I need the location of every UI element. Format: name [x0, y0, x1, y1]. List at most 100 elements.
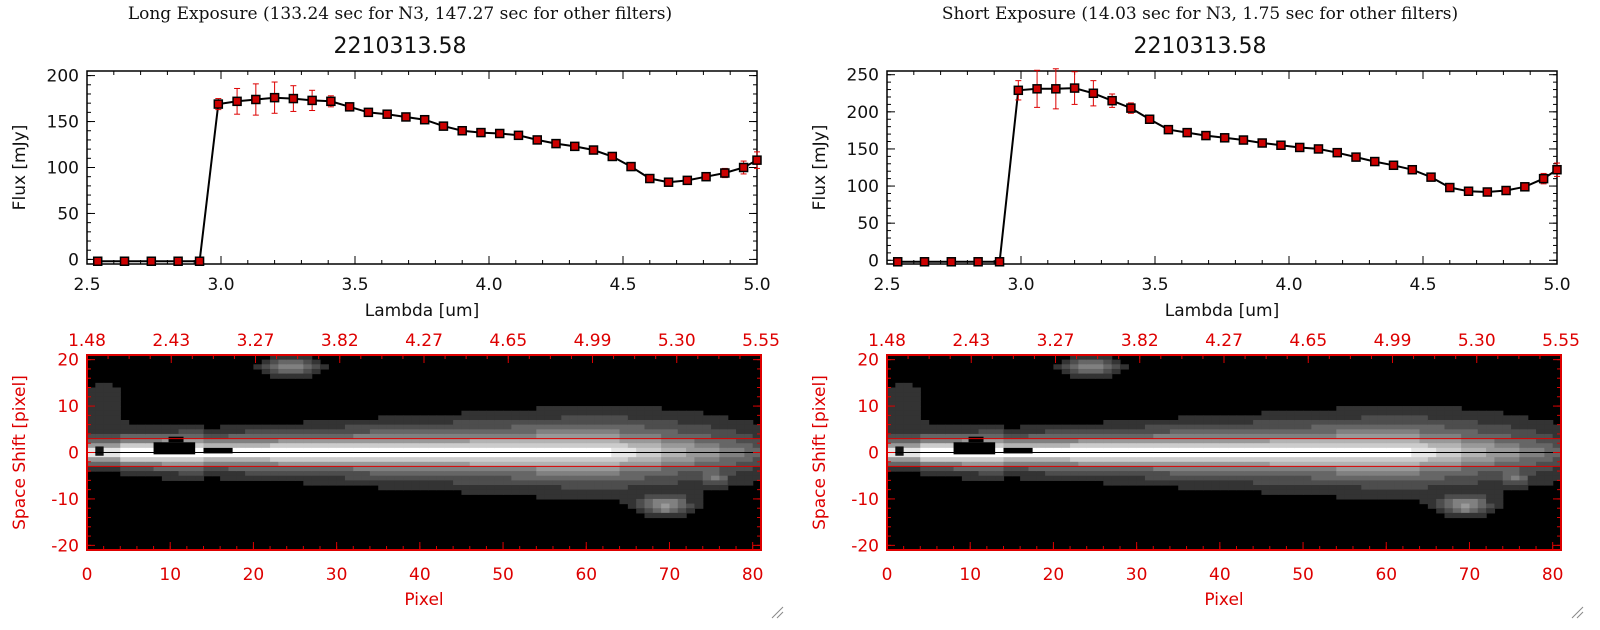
heatmap-cell — [1552, 475, 1562, 481]
heatmap-cell — [1477, 457, 1487, 463]
heatmap-cell — [478, 443, 488, 449]
data-point — [457, 125, 467, 136]
heatmap-cell — [270, 461, 279, 468]
x-tick-label: 0 — [882, 565, 893, 585]
heatmap-cell — [1319, 461, 1329, 468]
heatmap-cell — [1103, 368, 1113, 375]
heatmap-cell — [1336, 480, 1346, 486]
data-point — [1182, 127, 1192, 138]
heatmap-cell — [711, 420, 720, 426]
heatmap-cell — [552, 447, 562, 454]
x-tick-label: 80 — [1542, 565, 1564, 585]
heatmap-cell — [394, 424, 404, 430]
heatmap-cell — [945, 447, 955, 454]
top-axis-tick-label: 5.30 — [1458, 331, 1496, 351]
heatmap-cell — [652, 443, 662, 449]
heatmap-cell — [369, 480, 379, 486]
heatmap-cell — [1095, 368, 1104, 375]
heatmap-cell — [419, 452, 429, 458]
heatmap-cell — [1352, 494, 1362, 500]
heatmap-cell — [1486, 415, 1496, 421]
heatmap-cell — [528, 429, 537, 435]
heatmap-cell — [336, 443, 346, 449]
heatmap-cell — [1144, 461, 1154, 468]
x-tick-label: 0 — [82, 565, 93, 585]
data-point — [494, 128, 505, 139]
heatmap-cell — [619, 429, 629, 435]
heatmap-cell — [1519, 447, 1529, 454]
heatmap-cell — [903, 433, 913, 440]
heatmap-cell — [111, 461, 121, 468]
heatmap-cell — [203, 466, 213, 472]
heatmap-cell — [303, 359, 313, 365]
heatmap-cell — [1061, 438, 1071, 444]
heatmap-cell — [602, 471, 612, 477]
heatmap-cell — [594, 429, 604, 435]
heatmap-cell — [1178, 433, 1188, 440]
heatmap-cell — [602, 494, 612, 500]
heatmap-cell — [694, 489, 704, 495]
heatmap-cell — [411, 461, 421, 468]
heatmap-cell — [895, 466, 905, 472]
heatmap-cell — [1136, 452, 1146, 458]
heatmap-cell — [103, 415, 113, 421]
top-axis-tick-label: 4.65 — [489, 331, 527, 351]
heatmap-cell — [1344, 475, 1354, 481]
heatmap-cell — [461, 429, 471, 435]
heatmap-cell — [469, 471, 479, 477]
heatmap-cell — [278, 461, 288, 468]
heatmap-cell — [428, 429, 438, 435]
heatmap-cell — [1236, 452, 1246, 458]
heatmap-cell — [1178, 438, 1188, 444]
heatmap-cell — [953, 466, 963, 472]
heatmap-cell — [569, 494, 579, 500]
heatmap-cell — [903, 396, 913, 403]
heatmap-cell — [1078, 424, 1088, 430]
heatmap-cell — [403, 438, 413, 444]
heatmap-cell — [920, 438, 930, 444]
heatmap-cell — [711, 443, 720, 449]
heatmap-cell — [1286, 447, 1296, 454]
heatmap-cell — [1536, 475, 1545, 481]
heatmap-cell — [694, 494, 704, 500]
heatmap-cell — [1045, 424, 1055, 430]
heatmap-cell — [1169, 452, 1179, 458]
heatmap-cell — [295, 475, 304, 481]
heatmap-cell — [661, 424, 671, 430]
heatmap-cell — [1377, 447, 1387, 454]
heatmap-cell — [378, 485, 388, 491]
heatmap-cell — [1095, 364, 1104, 370]
heatmap-cell — [544, 447, 554, 454]
heatmap-cell — [386, 415, 396, 421]
heatmap-cell — [1186, 433, 1196, 440]
resize-grip-icon[interactable] — [770, 604, 784, 619]
heatmap-cell — [1203, 480, 1213, 486]
heatmap-cell — [494, 420, 504, 426]
heatmap-cell — [228, 466, 238, 472]
heatmap-cell — [211, 466, 221, 472]
resize-grip-icon[interactable] — [1570, 604, 1584, 619]
heatmap-cell — [145, 466, 155, 472]
heatmap-cell — [652, 438, 662, 444]
heatmap-cell — [1144, 475, 1154, 481]
heatmap-cell — [461, 471, 471, 477]
heatmap-cell — [1444, 485, 1454, 491]
heatmap-cell — [369, 457, 379, 463]
heatmap-cell — [652, 480, 662, 486]
heatmap-cell — [278, 447, 288, 454]
heatmap-cell — [1119, 433, 1129, 440]
heatmap-cell — [644, 475, 654, 481]
heatmap-cell — [1361, 406, 1371, 412]
heatmap-cell — [1219, 438, 1229, 444]
heatmap-cell — [1361, 457, 1371, 463]
heatmap-cell — [361, 438, 371, 444]
heatmap-cell — [278, 373, 288, 379]
heatmap-cell — [636, 424, 646, 430]
heatmap-cell — [1169, 480, 1179, 486]
heatmap-cell — [195, 457, 205, 463]
heatmap-cell — [1444, 471, 1454, 477]
heatmap-cell — [661, 410, 671, 416]
heatmap-cell — [1419, 452, 1429, 458]
heatmap-cell — [245, 466, 255, 472]
heatmap-cell — [1436, 471, 1446, 477]
